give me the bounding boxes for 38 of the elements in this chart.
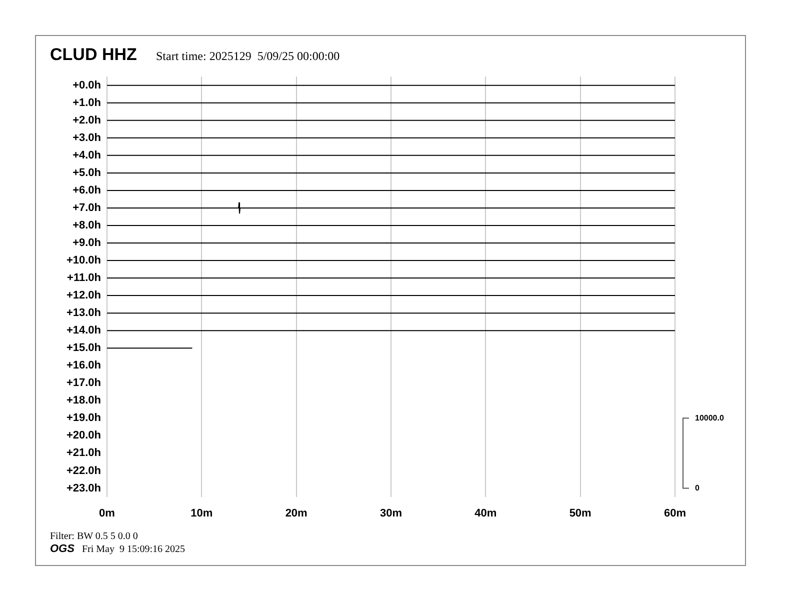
y2-tick-label: 0: [695, 483, 700, 492]
chart-title: CLUD HHZ: [50, 45, 137, 65]
y-tick-label: +10.0h: [66, 254, 102, 267]
y-tick-label: +5.0h: [72, 166, 102, 179]
y-tick-label: +2.0h: [72, 114, 102, 126]
x-tick-label: 10m: [190, 508, 213, 520]
x-tick-label: 0m: [99, 508, 116, 520]
y-tick-label: +0.0h: [72, 79, 102, 92]
x-tick-label: 50m: [569, 508, 592, 520]
y-tick-label: +12.0h: [66, 290, 102, 302]
text: OGS: [50, 543, 74, 555]
y-tick-label: +9.0h: [72, 237, 102, 250]
chart-subtitle: Start time: 2025129 5/09/25 00:00:00: [156, 49, 340, 64]
y-tick-label: +21.0h: [66, 447, 102, 460]
y-tick-label: +3.0h: [72, 132, 102, 144]
y-tick-label: +18.0h: [66, 394, 102, 407]
x-tick-label: 60m: [664, 508, 686, 520]
y-tick-label: +8.0h: [72, 220, 102, 232]
x-tick-label: 40m: [474, 508, 497, 520]
y-tick-label: +20.0h: [66, 430, 102, 442]
y-tick-label: +15.0h: [66, 342, 102, 354]
y-tick-label: +17.0h: [66, 377, 102, 390]
text: Fri May 9 15:09:16 2025: [82, 544, 186, 555]
y-tick-label: +19.0h: [66, 412, 102, 424]
text: Filter: BW 0.5 5 0.0 0: [50, 531, 138, 542]
y-tick-label: +13.0h: [66, 307, 102, 320]
y-tick-label: +22.0h: [66, 464, 102, 477]
y-tick-label: +14.0h: [66, 324, 102, 337]
y-tick-label: +11.0h: [67, 272, 102, 284]
x-tick-label: 30m: [380, 508, 402, 520]
y-tick-label: +4.0h: [72, 149, 102, 162]
y-tick-label: +23.0h: [66, 482, 102, 494]
y-tick-label: +16.0h: [66, 360, 102, 372]
y-tick-label: +7.0h: [72, 202, 102, 214]
y-tick-label: +6.0h: [72, 184, 102, 196]
x-tick-label: 20m: [285, 508, 308, 520]
y-tick-label: +1.0h: [72, 96, 102, 109]
y2-tick-label: 10000.0: [695, 413, 724, 422]
